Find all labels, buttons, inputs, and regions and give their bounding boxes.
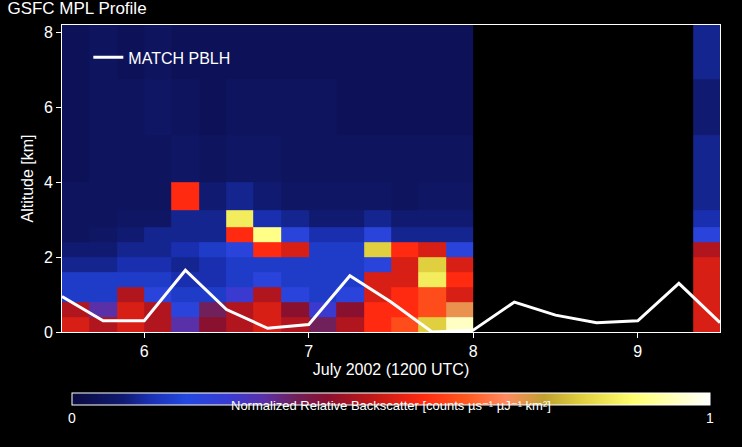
svg-text:8: 8 [469,343,478,360]
svg-text:8: 8 [44,24,53,41]
svg-text:1: 1 [706,410,714,426]
svg-text:Altitude [km]: Altitude [km] [19,134,36,222]
svg-text:Normalized Relative Backscatte: Normalized Relative Backscatter [counts … [231,398,551,413]
svg-text:0: 0 [68,410,76,426]
svg-text:4: 4 [44,174,53,191]
svg-text:GSFC MPL Profile: GSFC MPL Profile [7,0,146,18]
svg-text:July 2002 (1200 UTC): July 2002 (1200 UTC) [313,361,470,378]
svg-text:9: 9 [633,343,642,360]
svg-text:6: 6 [44,99,53,116]
svg-text:0: 0 [44,324,53,341]
svg-text:7: 7 [304,343,313,360]
svg-text:6: 6 [140,343,149,360]
svg-text:MATCH PBLH: MATCH PBLH [128,49,230,66]
svg-text:2: 2 [44,249,53,266]
